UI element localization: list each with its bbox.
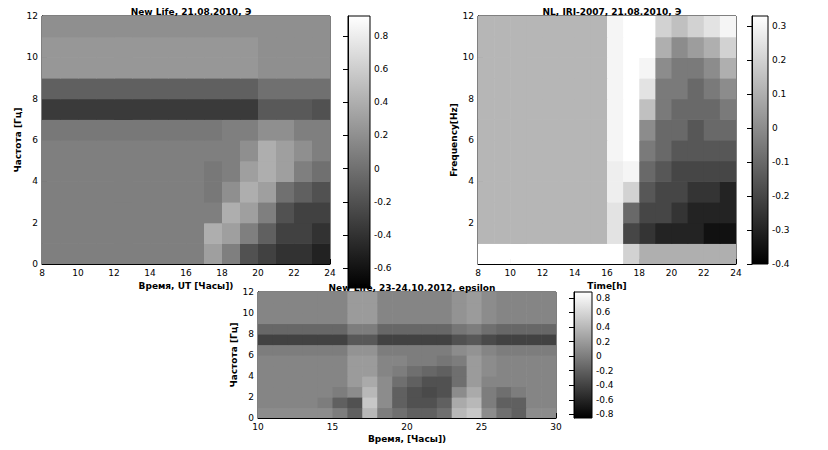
- svg-text:10: 10: [252, 422, 264, 432]
- svg-text:0.6: 0.6: [596, 307, 611, 317]
- svg-text:4: 4: [32, 176, 38, 186]
- svg-text:22: 22: [288, 268, 299, 278]
- svg-text:0.8: 0.8: [374, 31, 389, 41]
- svg-text:2: 2: [248, 392, 254, 402]
- svg-text:12: 12: [27, 11, 38, 21]
- svg-text:20: 20: [666, 268, 678, 278]
- svg-text:0.8: 0.8: [596, 293, 611, 303]
- svg-text:0.2: 0.2: [772, 55, 786, 65]
- svg-text:-0.2: -0.2: [772, 191, 790, 201]
- svg-text:0: 0: [374, 164, 380, 174]
- svg-text:6: 6: [32, 135, 38, 145]
- svg-text:0.3: 0.3: [772, 21, 786, 31]
- svg-text:Время, [Часы]): Время, [Часы]): [368, 434, 446, 444]
- svg-text:-0.8: -0.8: [596, 409, 614, 419]
- svg-text:8: 8: [39, 268, 45, 278]
- svg-text:8: 8: [248, 329, 254, 339]
- svg-text:12: 12: [243, 287, 254, 297]
- svg-text:16: 16: [601, 268, 613, 278]
- svg-text:10: 10: [463, 52, 475, 62]
- svg-text:-0.4: -0.4: [772, 259, 790, 269]
- svg-text:20: 20: [252, 268, 264, 278]
- svg-text:25: 25: [476, 422, 487, 432]
- svg-text:10: 10: [27, 52, 39, 62]
- svg-text:Частота [Гц]: Частота [Гц]: [229, 322, 239, 387]
- svg-text:10: 10: [505, 268, 517, 278]
- svg-text:-0.2: -0.2: [374, 197, 392, 207]
- svg-text:-0.2: -0.2: [596, 366, 614, 376]
- svg-text:New Life, 21.08.2010, Э: New Life, 21.08.2010, Э: [131, 7, 252, 17]
- svg-text:0.4: 0.4: [374, 97, 389, 107]
- svg-text:18: 18: [634, 268, 646, 278]
- svg-text:-0.3: -0.3: [772, 225, 790, 235]
- svg-text:10: 10: [243, 308, 255, 318]
- svg-text:4: 4: [248, 371, 254, 381]
- svg-text:20: 20: [401, 422, 413, 432]
- svg-text:10: 10: [72, 268, 84, 278]
- svg-text:-0.4: -0.4: [374, 230, 392, 240]
- svg-text:6: 6: [248, 350, 254, 360]
- svg-text:18: 18: [216, 268, 228, 278]
- svg-text:16: 16: [180, 268, 192, 278]
- svg-text:30: 30: [550, 422, 562, 432]
- svg-text:8: 8: [32, 94, 38, 104]
- svg-text:-0.6: -0.6: [374, 263, 392, 273]
- svg-text:6: 6: [468, 135, 474, 145]
- svg-text:0: 0: [248, 413, 254, 423]
- svg-text:24: 24: [324, 268, 336, 278]
- svg-text:Frequency[Hz]: Frequency[Hz]: [449, 103, 459, 177]
- svg-text:NL, IRI-2007, 21.08.2010, Э: NL, IRI-2007, 21.08.2010, Э: [543, 7, 682, 17]
- svg-text:2: 2: [468, 218, 474, 228]
- svg-text:0.2: 0.2: [374, 130, 388, 140]
- svg-text:14: 14: [144, 268, 156, 278]
- svg-text:New Life, 23-24.10.2012, epsil: New Life, 23-24.10.2012, epsilon: [329, 283, 496, 293]
- svg-text:Частота [Гц]: Частота [Гц]: [13, 107, 23, 172]
- svg-text:14: 14: [569, 268, 581, 278]
- svg-text:12: 12: [108, 268, 119, 278]
- svg-text:-0.6: -0.6: [596, 395, 614, 405]
- svg-text:Time[h]: Time[h]: [587, 281, 626, 291]
- svg-text:15: 15: [327, 422, 338, 432]
- svg-text:0.4: 0.4: [596, 322, 611, 332]
- svg-text:0.6: 0.6: [374, 64, 389, 74]
- svg-text:12: 12: [537, 268, 548, 278]
- svg-text:Время, UT [Часы]): Время, UT [Часы]): [139, 281, 234, 291]
- svg-text:0: 0: [772, 123, 778, 133]
- svg-text:22: 22: [698, 268, 709, 278]
- svg-text:12: 12: [463, 11, 474, 21]
- svg-text:-0.4: -0.4: [596, 380, 614, 390]
- svg-text:0: 0: [596, 351, 602, 361]
- svg-text:8: 8: [475, 268, 481, 278]
- svg-text:8: 8: [468, 94, 474, 104]
- svg-text:24: 24: [730, 268, 742, 278]
- svg-text:-0.1: -0.1: [772, 157, 790, 167]
- svg-text:4: 4: [468, 176, 474, 186]
- svg-text:0.1: 0.1: [772, 89, 786, 99]
- svg-text:2: 2: [32, 218, 38, 228]
- svg-text:0: 0: [32, 259, 38, 269]
- svg-text:0.2: 0.2: [596, 337, 610, 347]
